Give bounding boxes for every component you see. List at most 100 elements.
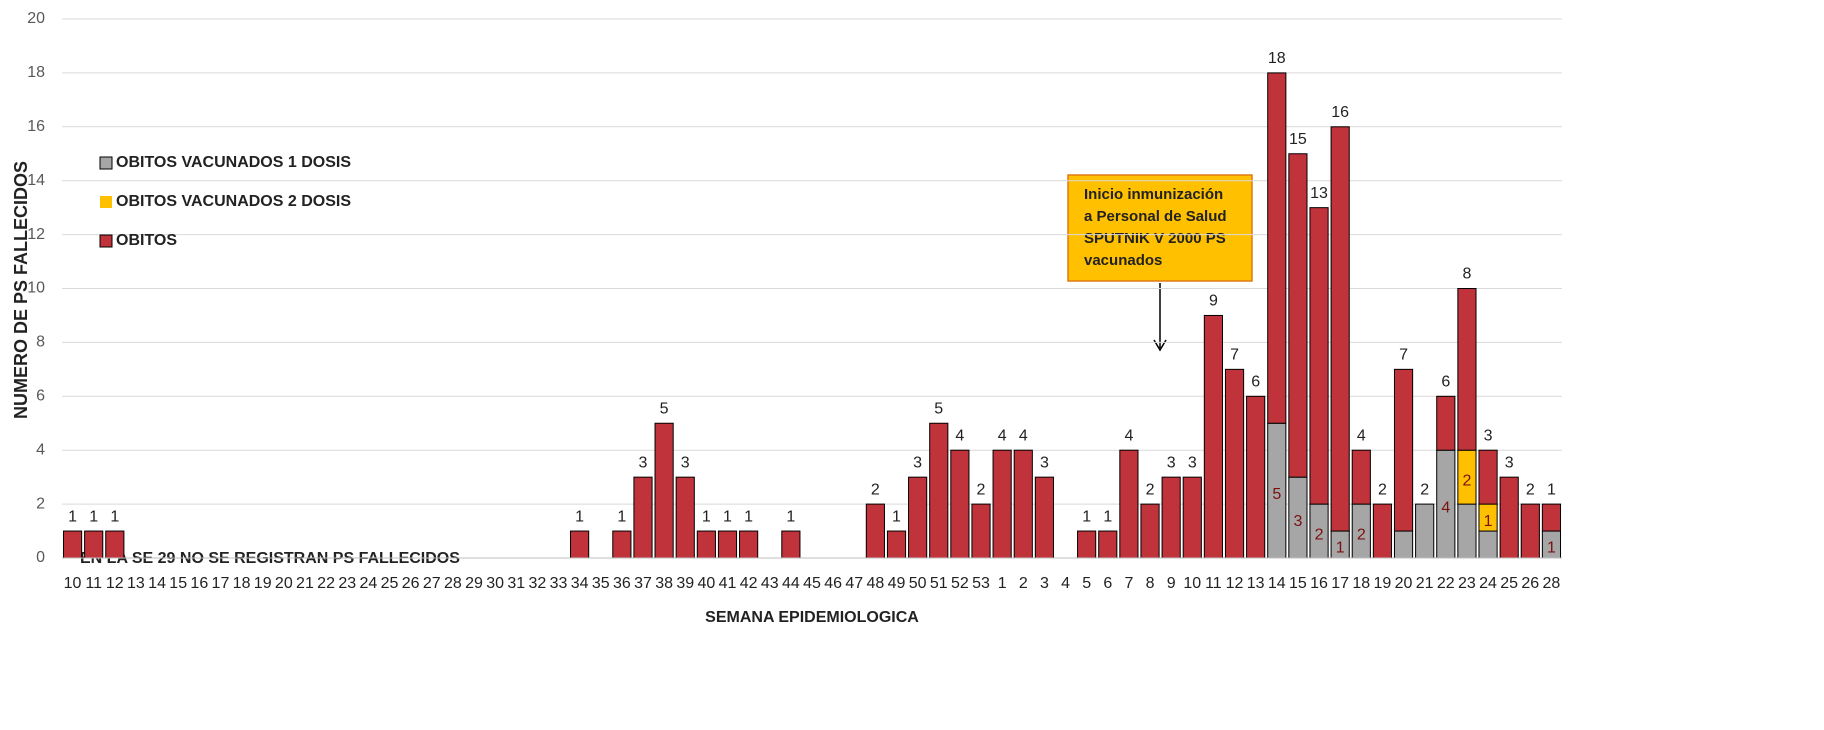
- bar-segment: [1224, 368, 1245, 559]
- data-label: 1: [1547, 481, 1556, 498]
- x-tick-label: 43: [761, 575, 779, 592]
- x-tick-label: 37: [634, 575, 652, 592]
- y-tick-label: 20: [27, 10, 45, 27]
- bar-segment: [1520, 503, 1540, 559]
- bar-segment: [1436, 395, 1456, 451]
- data-label: 6: [1441, 374, 1450, 391]
- data-label: 1: [89, 508, 98, 525]
- x-tick-label: 11: [85, 575, 102, 592]
- data-label: 7: [1230, 347, 1239, 364]
- data-label: 3: [639, 454, 648, 471]
- x-tick-label: 12: [106, 575, 124, 592]
- x-tick-label: 20: [1395, 575, 1413, 592]
- bar-segment: [886, 530, 907, 559]
- bar-segment: [1098, 530, 1118, 559]
- data-label: 15: [1289, 131, 1307, 148]
- data-label: 3: [681, 454, 690, 471]
- bar-segment: [865, 503, 885, 559]
- bar-segment: [717, 530, 738, 559]
- x-tick-label: 39: [676, 575, 694, 592]
- data-label: 1: [68, 508, 77, 525]
- x-tick-label: 25: [1500, 575, 1518, 592]
- y-tick-label: 10: [27, 280, 45, 297]
- x-tick-label: 15: [169, 575, 187, 592]
- bar-segment: [1541, 503, 1562, 532]
- data-label: 3: [913, 454, 922, 471]
- y-tick-label: 12: [27, 226, 45, 243]
- x-tick-label: 41: [719, 575, 737, 592]
- x-tick-label: 16: [190, 575, 208, 592]
- x-tick-label: 38: [655, 575, 673, 592]
- bar-segment: [1077, 530, 1097, 559]
- bar-segment: [1267, 72, 1287, 424]
- bar-segment: [62, 530, 83, 559]
- x-tick-label: 45: [803, 575, 821, 592]
- bar-segment: [105, 530, 125, 559]
- y-tick-label: 2: [36, 495, 45, 512]
- x-tick-label: 25: [381, 575, 399, 592]
- bar-segment: [570, 530, 590, 559]
- data-label: 8: [1462, 266, 1471, 283]
- x-tick-label: 11: [1205, 575, 1222, 592]
- data-label: 1: [575, 508, 584, 525]
- bar-segment: [633, 476, 653, 559]
- note: EN LA SE 29 NO SE REGISTRAN PS FALLECIDO…: [80, 550, 460, 567]
- x-tick-label: 14: [148, 575, 166, 592]
- data-label: 5: [1272, 486, 1281, 503]
- data-label: 4: [955, 427, 964, 444]
- annotation-line: vacunados: [1084, 252, 1162, 269]
- data-label: 1: [723, 508, 732, 525]
- annotation-line: Inicio inmunización: [1084, 186, 1223, 203]
- data-label: 1: [1484, 513, 1493, 530]
- legend-swatch: [99, 234, 113, 248]
- y-tick-label: 0: [36, 549, 45, 566]
- data-label: 1: [744, 508, 753, 525]
- x-tick-label: 40: [697, 575, 715, 592]
- x-tick-label: 15: [1289, 575, 1307, 592]
- x-tick-label: 28: [444, 575, 462, 592]
- x-tick-label: 18: [233, 575, 251, 592]
- bar-segment: [1457, 288, 1477, 451]
- bar-segment: [1309, 207, 1329, 505]
- data-label: 2: [1526, 481, 1535, 498]
- x-tick-label: 51: [930, 575, 948, 592]
- x-tick-label: 26: [402, 575, 420, 592]
- x-tick-label: 1: [998, 575, 1007, 592]
- bar-segment: [1161, 476, 1181, 559]
- y-axis-title: NUMERO DE PS FALLECIDOS: [11, 161, 31, 419]
- x-tick-label: 5: [1082, 575, 1091, 592]
- x-tick-label: 42: [740, 575, 758, 592]
- bar-segment: [1478, 449, 1498, 505]
- bar-segment: [1034, 476, 1054, 559]
- x-tick-label: 19: [254, 575, 272, 592]
- bar-segment: [739, 530, 759, 559]
- bar-segment: [1246, 395, 1266, 559]
- data-label: 7: [1399, 347, 1408, 364]
- data-label: 2: [1146, 481, 1155, 498]
- data-label: 3: [1293, 513, 1302, 530]
- arrow-head: [1153, 339, 1167, 352]
- bar-segment: [675, 476, 695, 559]
- x-tick-label: 31: [507, 575, 525, 592]
- x-tick-label: 30: [486, 575, 504, 592]
- x-tick-label: 9: [1167, 575, 1176, 592]
- x-tick-label: 46: [824, 575, 842, 592]
- x-tick-label: 47: [845, 575, 863, 592]
- x-tick-label: 22: [317, 575, 335, 592]
- data-label: 4: [1357, 427, 1366, 444]
- x-tick-label: 28: [1543, 575, 1561, 592]
- x-tick-label: 21: [1416, 575, 1434, 592]
- y-tick-label: 14: [27, 172, 45, 189]
- data-label: 3: [1188, 454, 1197, 471]
- x-tick-label: 10: [64, 575, 82, 592]
- x-tick-label: 24: [1479, 575, 1497, 592]
- x-tick-label: 33: [550, 575, 568, 592]
- x-tick-label: 16: [1310, 575, 1328, 592]
- y-tick-label: 4: [36, 441, 45, 458]
- x-tick-label: 12: [1226, 575, 1244, 592]
- data-label: 3: [1505, 454, 1514, 471]
- x-tick-label: 52: [951, 575, 969, 592]
- bar-segment: [1393, 530, 1414, 559]
- bar-segment: [1478, 530, 1498, 559]
